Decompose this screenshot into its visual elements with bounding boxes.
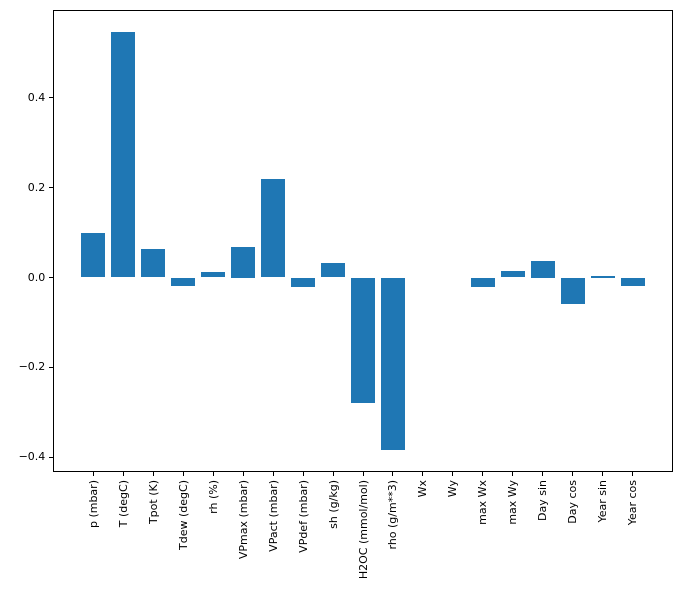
bar [171, 277, 196, 287]
x-tick-mark [542, 472, 544, 477]
bar [111, 31, 136, 278]
bar [81, 232, 106, 278]
bar [530, 261, 555, 278]
x-tick-mark [512, 472, 514, 477]
y-tick-mark [49, 366, 54, 368]
plot-area [53, 10, 673, 473]
bar [291, 277, 316, 287]
x-tick-label: Day cos [566, 480, 580, 525]
x-tick-label: Wx [416, 480, 430, 498]
x-tick-label: sh (g/kg) [326, 480, 340, 530]
x-tick-label: T (degC) [116, 480, 130, 528]
x-tick-label: VPmax (mbar) [236, 480, 250, 560]
x-tick-label: rh (%) [206, 480, 220, 515]
x-tick-label: max Wx [476, 480, 490, 526]
y-tick-label: −0.4 [18, 450, 46, 464]
x-tick-mark [152, 472, 154, 477]
bar [261, 179, 286, 278]
bar [620, 277, 645, 287]
x-tick-mark [242, 472, 244, 477]
bar [560, 277, 585, 304]
x-tick-mark [92, 472, 94, 477]
y-tick-label: 0.0 [27, 270, 46, 284]
x-tick-mark [392, 472, 394, 477]
x-tick-mark [272, 472, 274, 477]
x-tick-mark [572, 472, 574, 477]
bar [321, 262, 346, 278]
x-tick-label: VPdef (mbar) [296, 480, 310, 554]
y-tick-mark [49, 187, 54, 189]
bar [470, 277, 495, 288]
x-tick-label: H2OC (mmol/mol) [356, 480, 370, 580]
y-tick-label: 0.4 [27, 90, 46, 104]
x-tick-mark [332, 472, 334, 477]
x-tick-label: VPact (mbar) [266, 480, 280, 553]
x-tick-mark [602, 472, 604, 477]
x-tick-mark [482, 472, 484, 477]
x-tick-label: Year sin [596, 480, 610, 523]
bar [351, 277, 375, 403]
x-tick-label: Tdew (degC) [176, 480, 190, 551]
x-tick-mark [182, 472, 184, 477]
x-tick-label: Year cos [626, 480, 640, 526]
x-tick-label: Tpot (K) [146, 480, 160, 525]
x-tick-label: max Wy [506, 480, 520, 525]
y-tick-mark [49, 456, 54, 458]
x-tick-label: rho (g/m**3) [386, 480, 400, 550]
bar [201, 272, 226, 278]
x-tick-mark [212, 472, 214, 477]
x-tick-mark [362, 472, 364, 477]
x-tick-mark [422, 472, 424, 477]
x-tick-mark [122, 472, 124, 477]
bar [231, 246, 256, 278]
y-tick-mark [49, 277, 54, 278]
x-tick-mark [632, 472, 634, 477]
bar [500, 270, 525, 278]
x-tick-mark [302, 472, 304, 477]
x-tick-label: p (mbar) [86, 480, 100, 529]
x-tick-mark [452, 472, 454, 477]
bar [590, 276, 615, 278]
bar [141, 248, 166, 278]
x-tick-label: Day sin [536, 480, 550, 522]
x-tick-label: Wy [446, 480, 460, 498]
y-tick-label: −0.2 [18, 360, 46, 374]
y-tick-mark [49, 97, 54, 99]
y-tick-label: 0.2 [27, 180, 46, 194]
bar [380, 277, 405, 451]
